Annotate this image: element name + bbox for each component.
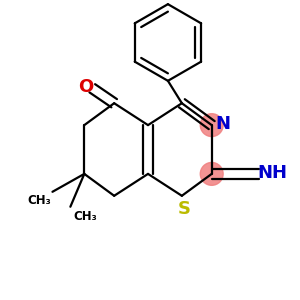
Text: CH₃: CH₃ <box>74 210 97 223</box>
Text: NH: NH <box>257 164 287 182</box>
Circle shape <box>200 114 223 136</box>
Text: O: O <box>78 78 93 96</box>
Text: S: S <box>177 200 190 218</box>
Text: CH₃: CH₃ <box>28 194 52 207</box>
Circle shape <box>200 162 223 185</box>
Text: N: N <box>215 115 230 133</box>
